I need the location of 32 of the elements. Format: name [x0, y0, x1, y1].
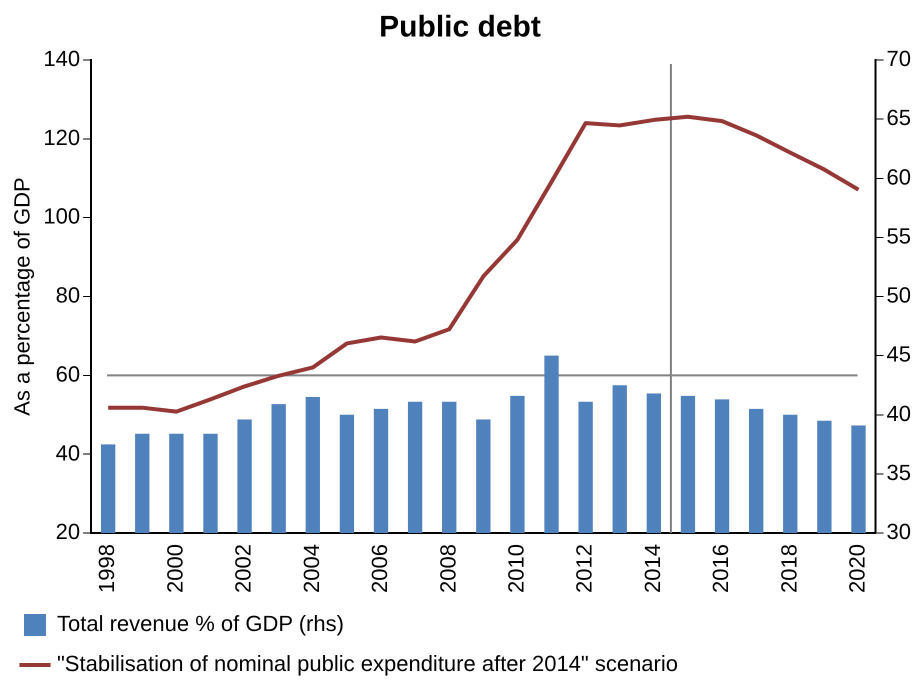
legend-label: "Stabilisation of nominal public expenditure after 2014" scenario	[57, 651, 678, 676]
y-tick-label: 60	[56, 361, 80, 386]
x-tick-label: 1998	[94, 544, 120, 594]
y2-tick-label: 70	[886, 46, 912, 72]
x-tick-label: 2006	[367, 544, 392, 594]
x-tick-label: 2002	[230, 544, 256, 594]
y2-tick-label: 35	[886, 460, 912, 485]
legend-label: Total revenue % of GDP (rhs)	[57, 611, 344, 636]
y-tick-label: 20	[56, 519, 80, 544]
x-tick-label: 2000	[162, 544, 188, 594]
x-tick-label: 2012	[572, 544, 597, 594]
chart-title: Public debt	[379, 10, 541, 44]
x-tick-label: 2020	[844, 544, 870, 594]
y-tick-label: 120	[43, 124, 80, 150]
y2-tick-label: 30	[886, 519, 912, 544]
x-tick-label: 2008	[435, 544, 460, 594]
x-tick-label: 2018	[776, 544, 802, 594]
y-tick-label: 40	[56, 440, 80, 466]
y-tick-label: 80	[56, 282, 80, 308]
y2-tick-label: 65	[886, 105, 912, 130]
y2-tick-label: 45	[886, 342, 912, 367]
y2-tick-label: 60	[886, 164, 912, 190]
y-tick-label: 100	[43, 204, 80, 229]
y2-tick-label: 40	[886, 400, 912, 426]
y2-tick-label: 50	[886, 282, 912, 308]
y2-tick-label: 55	[886, 223, 912, 248]
x-tick-label: 2010	[503, 544, 528, 594]
y-axis-title: As a percentage of GDP	[9, 177, 34, 416]
y-tick-label: 140	[43, 46, 80, 72]
x-tick-label: 2014	[640, 544, 665, 594]
x-tick-label: 2016	[708, 544, 734, 594]
x-tick-label: 2004	[298, 544, 324, 594]
